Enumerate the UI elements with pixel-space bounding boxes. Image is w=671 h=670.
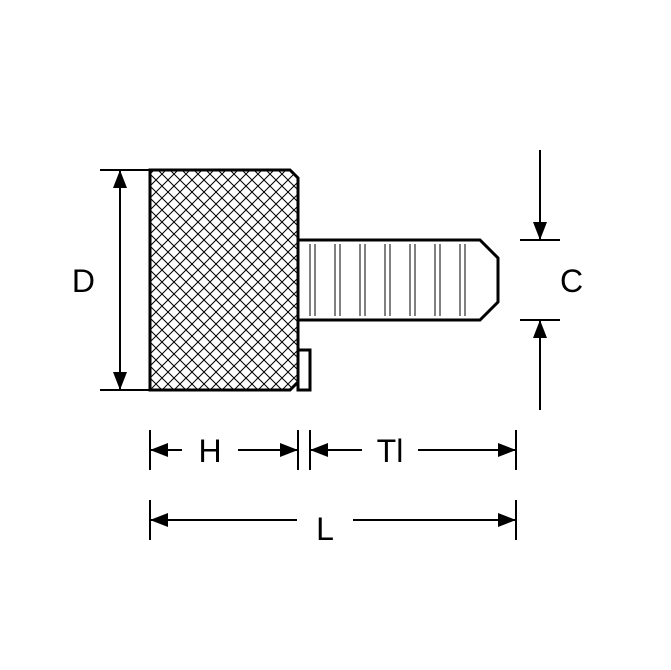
- label-tl: Tl: [377, 433, 404, 469]
- screw-shoulder: [298, 350, 310, 390]
- dimension-h: H: [150, 430, 298, 470]
- screw-head: [150, 170, 298, 390]
- dimension-l: L: [150, 500, 516, 547]
- diagram-container: D C H Tl L: [0, 0, 671, 670]
- dimension-d: D: [72, 170, 150, 390]
- label-h: H: [198, 433, 221, 469]
- screw-shaft: [298, 240, 498, 320]
- label-d: D: [72, 263, 95, 299]
- label-l: L: [316, 511, 334, 547]
- dimension-c: C: [520, 150, 583, 410]
- dimension-tl: Tl: [310, 430, 516, 470]
- thumb-screw-diagram: D C H Tl L: [0, 0, 671, 670]
- label-c: C: [560, 263, 583, 299]
